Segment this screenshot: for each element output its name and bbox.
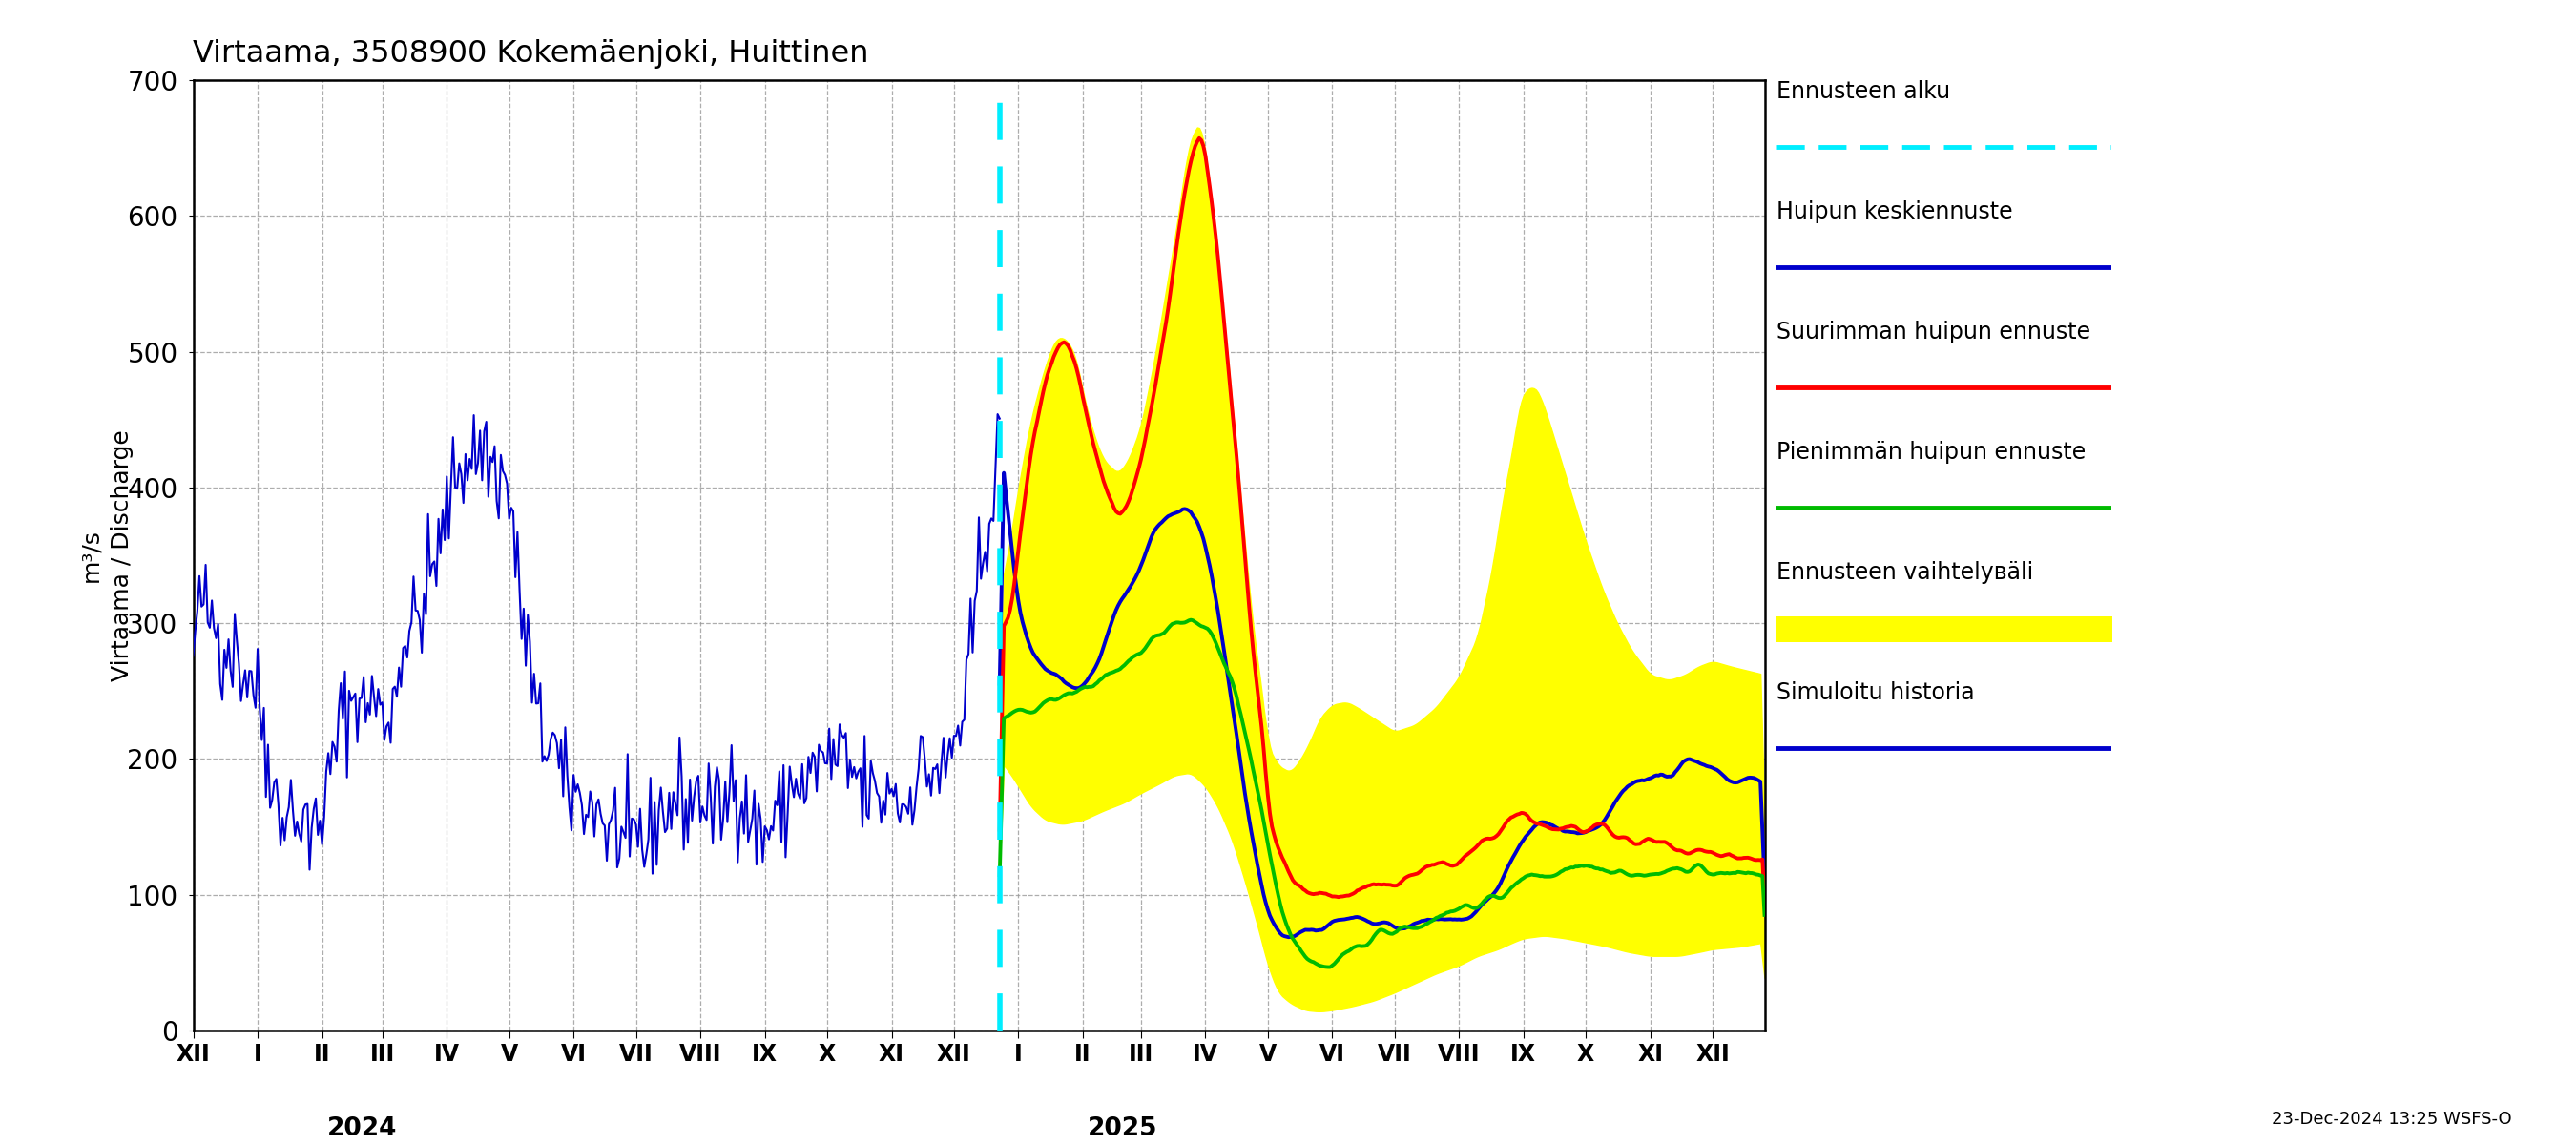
Text: 2024: 2024 <box>327 1116 397 1140</box>
Text: 2025: 2025 <box>1087 1116 1157 1140</box>
Text: Ennusteen alku: Ennusteen alku <box>1777 80 1950 103</box>
Text: Suurimman huipun ennuste: Suurimman huipun ennuste <box>1777 321 2089 344</box>
Text: Pienimmän huipun ennuste: Pienimmän huipun ennuste <box>1777 441 2087 464</box>
Text: Virtaama / Discharge: Virtaama / Discharge <box>111 429 134 681</box>
Text: Simuloitu historia: Simuloitu historia <box>1777 681 1973 704</box>
Text: m³/s: m³/s <box>80 529 103 582</box>
Text: Ennusteen vaihtelувäli: Ennusteen vaihtelувäli <box>1777 561 2032 584</box>
Text: Huipun keskiennuste: Huipun keskiennuste <box>1777 200 2012 223</box>
Text: Virtaama, 3508900 Kokemäenjoki, Huittinen: Virtaama, 3508900 Kokemäenjoki, Huittine… <box>193 39 868 69</box>
Text: 23-Dec-2024 13:25 WSFS-O: 23-Dec-2024 13:25 WSFS-O <box>2272 1111 2512 1128</box>
